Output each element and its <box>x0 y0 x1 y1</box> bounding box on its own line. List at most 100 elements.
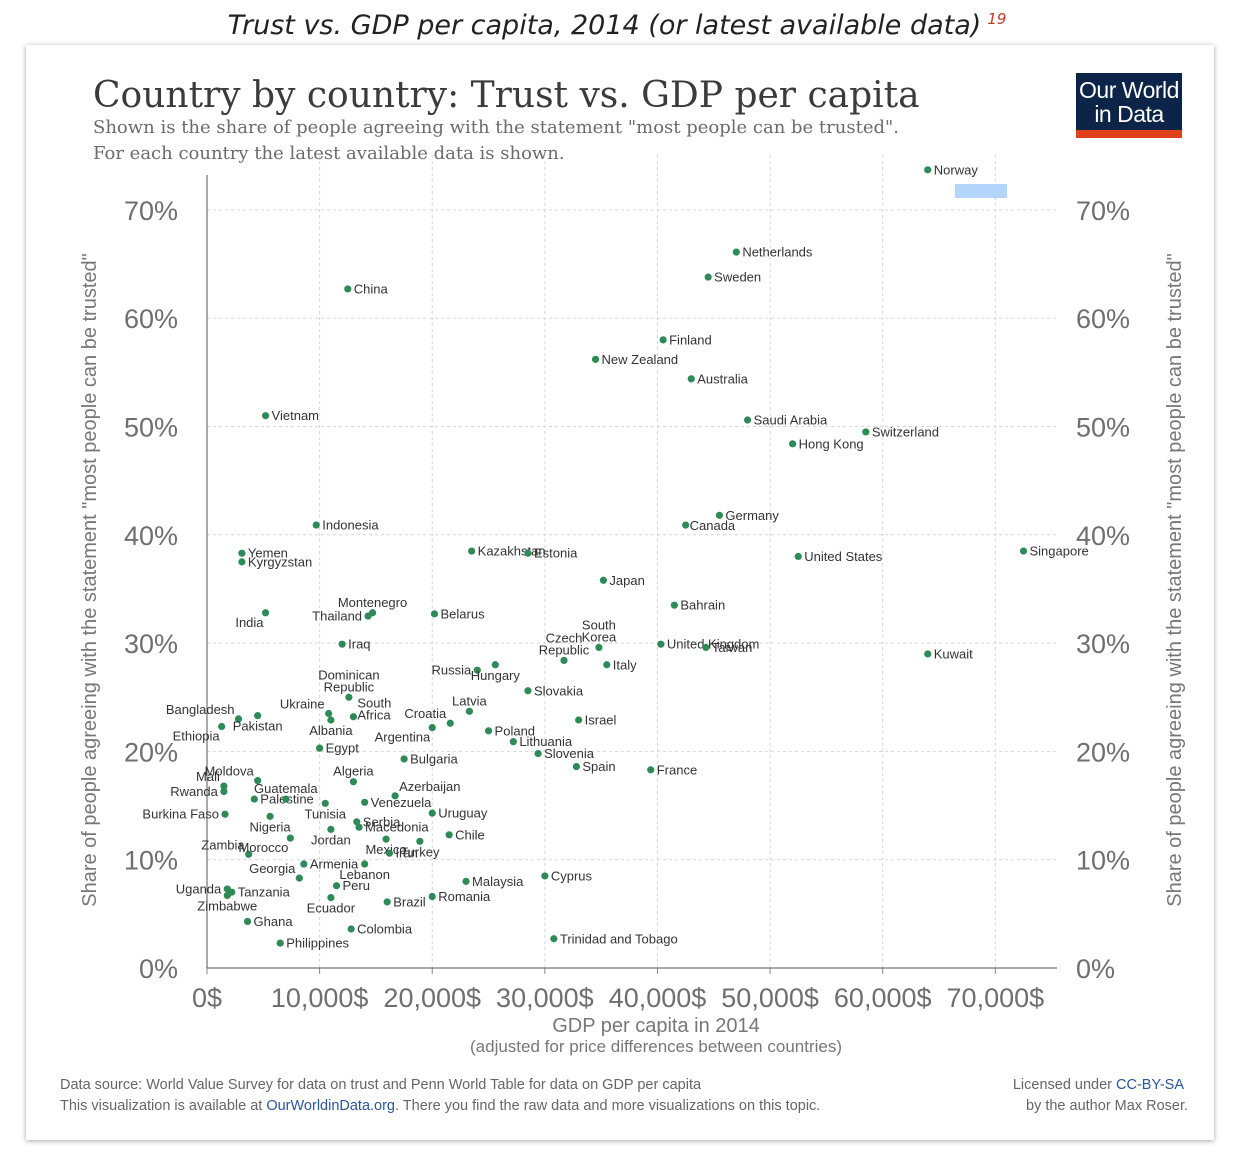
data-point[interactable] <box>245 850 253 858</box>
data-point-group[interactable]: Thailand <box>312 609 372 624</box>
data-point-group[interactable]: Malaysia <box>462 874 524 889</box>
data-point-group[interactable]: Ghana <box>243 914 293 929</box>
data-point[interactable] <box>591 355 600 363</box>
data-point-group[interactable]: Finland <box>659 332 712 347</box>
data-point[interactable] <box>862 428 870 436</box>
data-point-group[interactable]: Armenia <box>300 857 359 872</box>
data-point[interactable] <box>560 656 568 665</box>
license-link[interactable]: CC-BY-SA <box>1116 1077 1184 1093</box>
data-point-group[interactable]: Philippines <box>276 936 350 951</box>
data-point[interactable] <box>794 552 802 561</box>
data-point[interactable] <box>789 440 797 448</box>
data-point-group[interactable]: Zambia <box>201 837 253 858</box>
data-point-group[interactable]: Burkina Faso <box>142 807 229 822</box>
data-point[interactable] <box>349 713 358 721</box>
data-point[interactable] <box>361 860 369 868</box>
data-point-group[interactable]: Georgia <box>249 861 303 882</box>
data-point-group[interactable]: Switzerland <box>862 424 939 439</box>
data-point-group[interactable]: Yemen <box>238 546 288 561</box>
data-point-group[interactable]: Sweden <box>704 270 762 285</box>
data-point[interactable] <box>234 715 243 723</box>
data-point-group[interactable]: Russia <box>432 663 481 678</box>
data-point-group[interactable]: Estonia <box>524 546 578 561</box>
data-point[interactable] <box>266 812 274 820</box>
data-point[interactable] <box>446 719 454 727</box>
data-point[interactable] <box>361 798 369 806</box>
data-point[interactable] <box>524 549 532 557</box>
data-point[interactable] <box>468 547 476 555</box>
data-point[interactable] <box>445 831 453 839</box>
data-point-group[interactable]: Egypt <box>316 741 359 756</box>
data-point-group[interactable]: Lithuania <box>509 734 573 749</box>
data-point[interactable] <box>541 872 549 880</box>
owid-link[interactable]: OurWorldinData.org <box>266 1098 395 1114</box>
data-point[interactable] <box>687 375 695 383</box>
data-point[interactable] <box>575 716 583 724</box>
data-point-group[interactable]: South Africa <box>349 696 392 723</box>
data-point[interactable] <box>430 610 439 618</box>
data-point[interactable] <box>924 166 932 174</box>
data-point[interactable] <box>670 601 678 609</box>
data-point[interactable] <box>316 744 324 752</box>
data-point-group[interactable]: Japan <box>599 573 645 588</box>
data-point-group[interactable]: Macedonia <box>355 820 429 835</box>
data-point[interactable] <box>218 722 226 731</box>
data-point[interactable] <box>282 795 290 803</box>
data-point-group[interactable]: Belarus <box>430 606 485 621</box>
data-point[interactable] <box>295 874 303 882</box>
data-point-group[interactable]: Mali <box>196 769 228 790</box>
data-point[interactable] <box>416 837 424 845</box>
data-point-group[interactable]: United States <box>794 549 883 564</box>
data-point-group[interactable]: Argentina <box>375 723 436 745</box>
data-point[interactable] <box>473 666 481 674</box>
data-point[interactable] <box>344 285 352 293</box>
data-point[interactable] <box>254 777 262 785</box>
data-point[interactable] <box>368 609 377 617</box>
data-point[interactable] <box>534 749 542 758</box>
data-point[interactable] <box>321 799 329 807</box>
data-point[interactable] <box>250 795 258 803</box>
data-point[interactable] <box>349 778 358 786</box>
data-point-group[interactable]: Romania <box>428 889 491 904</box>
data-point-group[interactable]: Iraq <box>338 637 371 652</box>
data-point-group[interactable]: New Zealand <box>591 352 678 367</box>
data-point[interactable] <box>347 925 355 933</box>
data-point[interactable] <box>603 661 611 669</box>
data-point-group[interactable]: Taiwan <box>702 640 752 655</box>
footnote-reference[interactable]: 19 <box>987 10 1007 28</box>
data-point-group[interactable]: Uruguay <box>428 806 488 821</box>
data-point[interactable] <box>595 643 603 652</box>
data-point-group[interactable]: Mexico <box>365 835 407 858</box>
data-point-group[interactable]: Tanzania <box>228 885 291 900</box>
data-point[interactable] <box>221 810 229 818</box>
data-point-group[interactable]: Zimbabwe <box>197 891 257 914</box>
data-point-group[interactable]: Singapore <box>1019 544 1089 559</box>
data-point-group[interactable]: Colombia <box>347 922 413 937</box>
data-point-group[interactable]: Cyprus <box>541 868 593 883</box>
data-point[interactable] <box>391 792 399 800</box>
data-point-group[interactable]: Saudi Arabia <box>743 413 828 428</box>
data-point[interactable] <box>220 787 228 796</box>
data-point-group[interactable]: Lebanon <box>339 860 390 882</box>
data-point-group[interactable]: Nigeria <box>249 812 291 835</box>
data-point[interactable] <box>325 709 333 718</box>
data-point[interactable] <box>572 762 580 771</box>
data-point[interactable] <box>599 576 608 584</box>
data-point[interactable] <box>400 755 408 763</box>
data-point-group[interactable]: Jordan <box>311 825 351 848</box>
data-point[interactable] <box>261 412 270 420</box>
data-point-group[interactable]: Netherlands <box>732 245 813 260</box>
data-point[interactable] <box>657 640 665 648</box>
data-point-group[interactable]: Norway <box>924 162 978 177</box>
data-point[interactable] <box>312 521 320 529</box>
data-point-group[interactable]: Australia <box>687 371 749 386</box>
data-point[interactable] <box>524 687 532 695</box>
data-point[interactable] <box>286 834 294 842</box>
data-point-group[interactable]: Czech Republic <box>539 630 590 665</box>
data-point-group[interactable]: Ukraine <box>280 696 333 718</box>
data-point-group[interactable]: Tunisia <box>305 799 347 822</box>
data-point-group[interactable]: Ecuador <box>307 894 356 916</box>
data-point-group[interactable]: Kyrgyzstan <box>238 554 312 569</box>
data-point-group[interactable]: Albania <box>309 716 353 738</box>
data-point[interactable] <box>254 712 262 720</box>
